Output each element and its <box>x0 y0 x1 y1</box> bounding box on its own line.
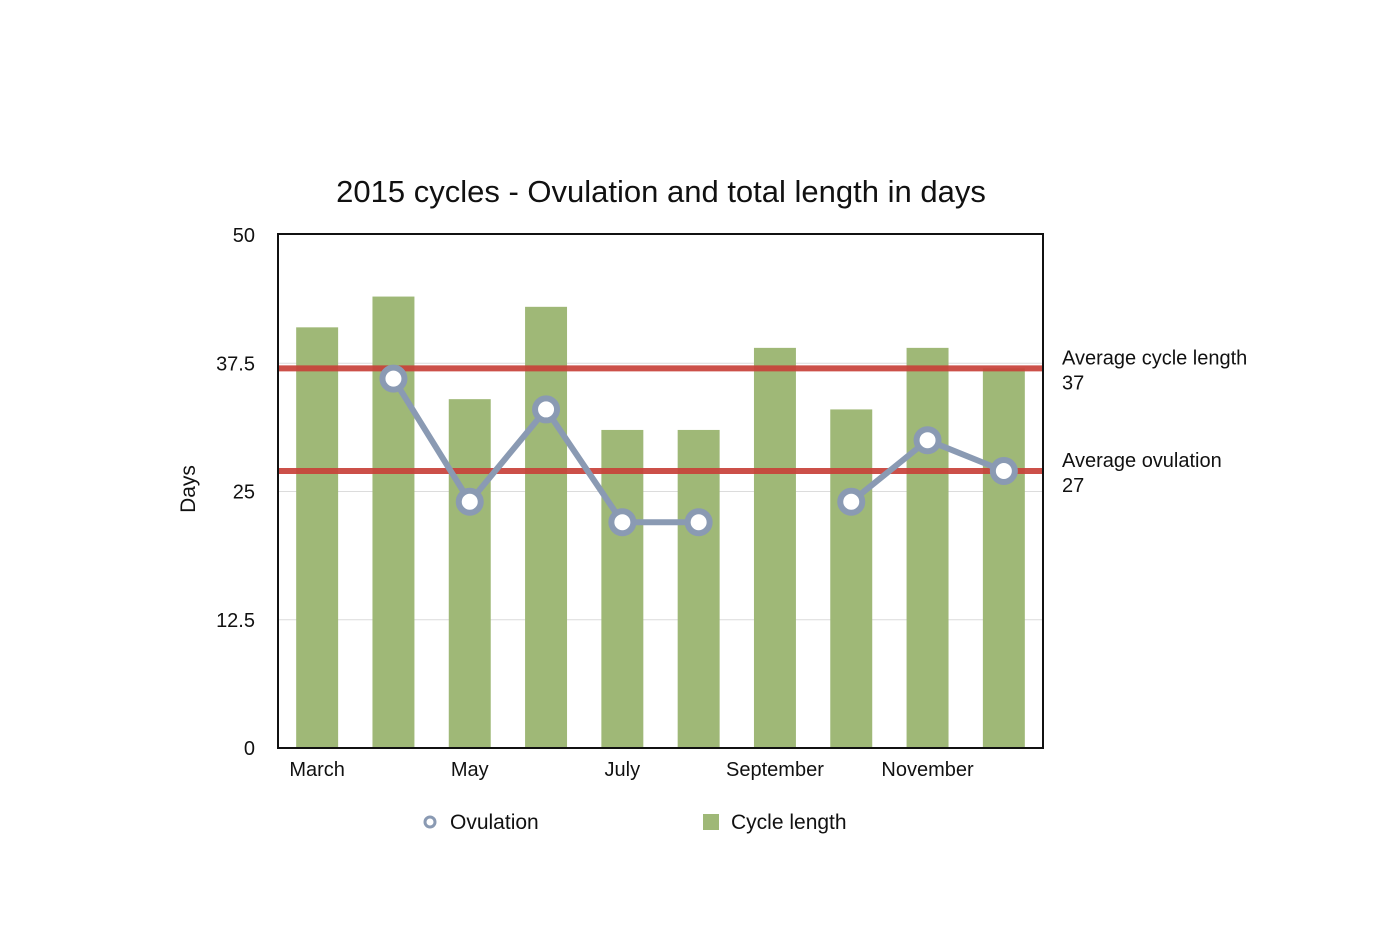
bar-cycle-length <box>982 368 1025 748</box>
x-tick-label: November <box>881 759 974 781</box>
y-tick-label: 0 <box>244 738 255 760</box>
ovulation-point <box>532 395 561 424</box>
bars <box>296 296 1025 748</box>
reference-line-value: 37 <box>1062 372 1084 394</box>
ovulation-point <box>608 508 637 537</box>
legend-label: Ovulation <box>450 811 539 834</box>
reference-lines: Average cycle length 37 Average ovulation 2… <box>278 347 1247 497</box>
ovulation-point <box>684 508 713 537</box>
y-axis-label: Days <box>177 465 200 513</box>
bar-cycle-length <box>372 296 415 748</box>
reference-line-value: 27 <box>1062 475 1084 497</box>
legend-label: Cycle length <box>731 811 847 834</box>
ovulation-point <box>379 364 408 393</box>
ovulation-point <box>989 456 1018 485</box>
bar-cycle-length <box>830 409 873 748</box>
x-tick-label: May <box>451 759 489 781</box>
ovulation-point <box>913 426 942 455</box>
bar-cycle-length <box>677 429 720 748</box>
bar-cycle-length <box>906 347 949 748</box>
legend-marker-ovulation <box>423 815 437 829</box>
ovulation-point <box>455 487 484 516</box>
plot-frame <box>277 233 1044 749</box>
y-tick-label: 37.5 <box>216 353 255 375</box>
bar-cycle-length <box>753 347 796 748</box>
reference-line-label: Average cycle length <box>1062 347 1247 369</box>
ovulation-point <box>837 487 866 516</box>
x-tick-label: July <box>605 759 641 781</box>
x-axis-ticks: March May July September November <box>289 759 974 781</box>
y-tick-label: 50 <box>233 225 255 247</box>
y-axis-ticks: 0 12.5 25 37.5 50 <box>216 225 255 760</box>
y-tick-label: 25 <box>233 482 255 504</box>
bar-cycle-length <box>525 306 568 748</box>
chart-title: 2015 cycles - Ovulation and total length… <box>336 174 986 209</box>
legend-marker-cycle-length <box>703 814 719 830</box>
bar-cycle-length <box>296 327 339 748</box>
y-tick-label: 12.5 <box>216 610 255 632</box>
bar-cycle-length <box>601 429 644 748</box>
x-tick-label: September <box>726 759 824 781</box>
x-tick-label: March <box>289 759 345 781</box>
reference-line-label: Average ovulation <box>1062 450 1222 472</box>
legend: Ovulation Cycle length <box>423 811 847 834</box>
ovulation-series <box>379 364 1018 537</box>
bar-cycle-length <box>448 399 491 748</box>
